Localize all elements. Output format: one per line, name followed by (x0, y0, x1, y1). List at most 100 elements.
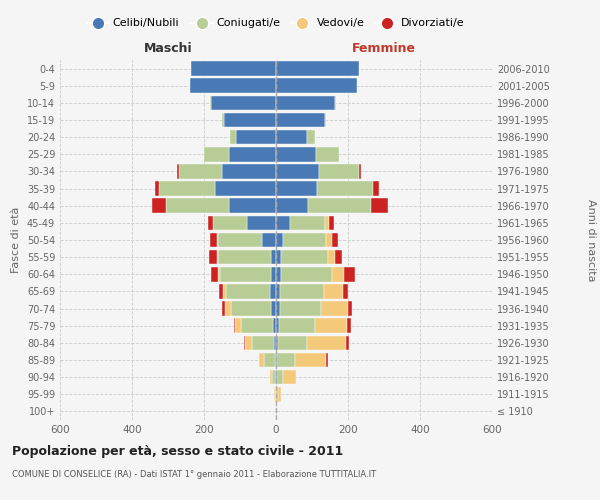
Bar (276, 130, 307, 144)
Bar (252, 336, 274, 350)
Bar (344, 267, 355, 281)
Bar (359, 164, 361, 178)
Bar (233, 318, 235, 333)
Bar (276, 336, 278, 350)
Bar (230, 130, 236, 144)
Bar (159, 182, 215, 196)
Bar (276, 147, 316, 162)
Bar (328, 250, 335, 264)
Bar (276, 302, 280, 316)
Bar (269, 370, 272, 384)
Bar (226, 284, 269, 298)
Bar (276, 78, 357, 93)
Bar (247, 216, 276, 230)
Bar (271, 250, 276, 264)
Bar (346, 336, 349, 350)
Bar (332, 267, 344, 281)
Bar (329, 216, 334, 230)
Bar (217, 232, 218, 248)
Bar (321, 302, 348, 316)
Bar (152, 198, 166, 213)
Legend: Celibi/Nubili, Coniugati/e, Vedovi/e, Divorziati/e: Celibi/Nubili, Coniugati/e, Vedovi/e, Di… (84, 15, 468, 32)
Bar (211, 267, 218, 281)
Bar (275, 352, 276, 368)
Bar (218, 250, 271, 264)
Bar (281, 267, 332, 281)
Bar (274, 336, 276, 350)
Bar (224, 302, 231, 316)
Y-axis label: Fasce di età: Fasce di età (11, 207, 21, 273)
Bar (326, 232, 332, 248)
Bar (220, 267, 271, 281)
Bar (276, 164, 319, 178)
Text: Maschi: Maschi (143, 42, 193, 55)
Bar (224, 112, 276, 128)
Bar (236, 130, 276, 144)
Bar (276, 62, 359, 76)
Bar (191, 62, 276, 76)
Bar (274, 387, 275, 402)
Bar (278, 336, 307, 350)
Bar (275, 370, 276, 384)
Bar (315, 318, 347, 333)
Bar (259, 352, 265, 368)
Bar (276, 112, 325, 128)
Bar (325, 216, 329, 230)
Bar (213, 216, 247, 230)
Bar (245, 336, 252, 350)
Bar (262, 232, 276, 248)
Bar (283, 232, 326, 248)
Bar (277, 352, 295, 368)
Bar (235, 318, 241, 333)
Bar (231, 302, 271, 316)
Bar (276, 352, 277, 368)
Bar (211, 96, 276, 110)
Bar (204, 147, 229, 162)
Bar (276, 318, 279, 333)
Bar (218, 232, 262, 248)
Bar (229, 147, 276, 162)
Bar (307, 130, 314, 144)
Text: Popolazione per età, sesso e stato civile - 2011: Popolazione per età, sesso e stato civil… (12, 445, 343, 458)
Bar (279, 318, 315, 333)
Text: Femmine: Femmine (352, 42, 416, 55)
Bar (271, 302, 276, 316)
Bar (209, 250, 217, 264)
Bar (276, 198, 308, 213)
Bar (218, 267, 220, 281)
Bar (276, 232, 283, 248)
Bar (166, 198, 229, 213)
Bar (265, 352, 275, 368)
Bar (217, 250, 218, 264)
Bar (326, 352, 328, 368)
Bar (244, 336, 245, 350)
Bar (215, 182, 276, 196)
Bar (347, 318, 351, 333)
Bar (281, 250, 328, 264)
Bar (373, 182, 379, 196)
Text: COMUNE DI CONSELICE (RA) - Dati ISTAT 1° gennaio 2011 - Elaborazione TUTTITALIA.: COMUNE DI CONSELICE (RA) - Dati ISTAT 1°… (12, 470, 376, 479)
Bar (278, 387, 281, 402)
Bar (276, 370, 277, 384)
Bar (276, 182, 317, 196)
Bar (221, 302, 224, 316)
Bar (222, 164, 276, 178)
Bar (210, 232, 217, 248)
Bar (222, 112, 224, 128)
Bar (280, 302, 321, 316)
Bar (317, 182, 373, 196)
Bar (335, 250, 342, 264)
Bar (276, 216, 290, 230)
Bar (316, 147, 339, 162)
Bar (283, 370, 296, 384)
Bar (343, 284, 347, 298)
Bar (290, 216, 325, 230)
Bar (190, 78, 276, 93)
Bar (208, 216, 213, 230)
Bar (277, 370, 283, 384)
Bar (277, 387, 278, 402)
Bar (371, 198, 388, 213)
Bar (323, 284, 343, 298)
Bar (177, 164, 179, 178)
Bar (229, 198, 276, 213)
